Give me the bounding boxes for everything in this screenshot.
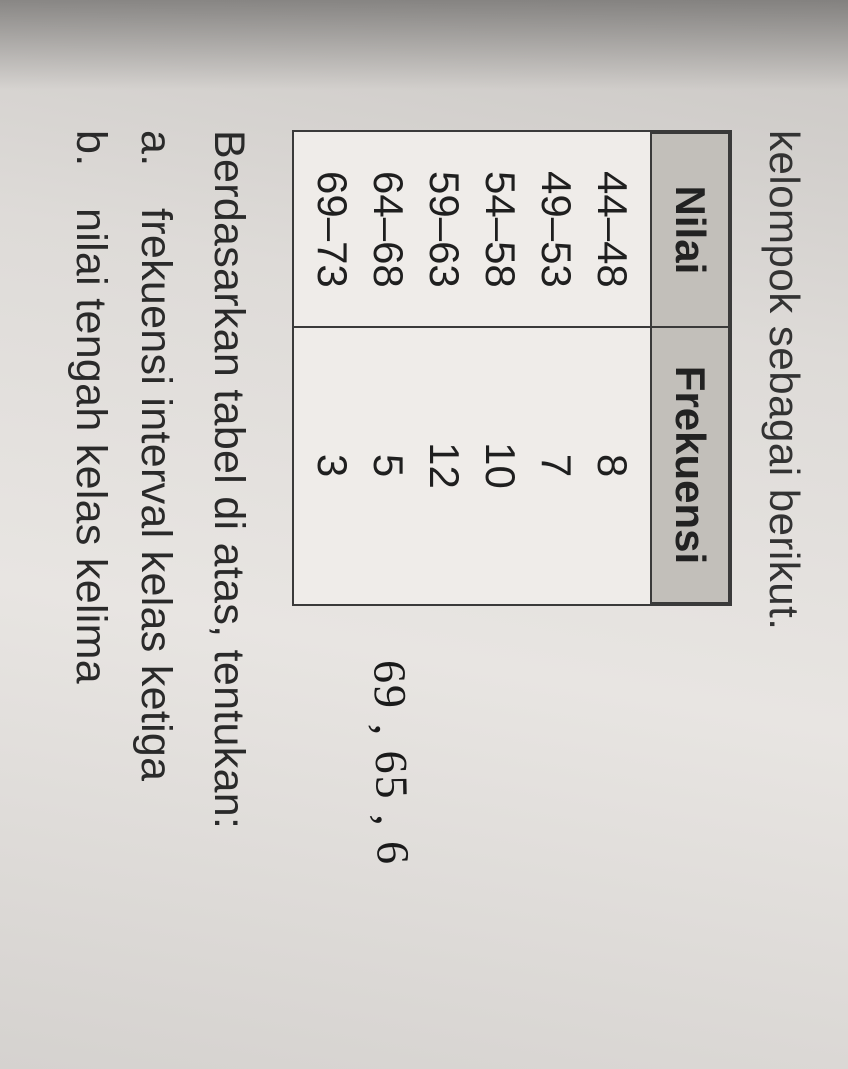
col-header-nilai: Nilai xyxy=(651,133,729,327)
table-row: 64–68 5 xyxy=(360,133,416,603)
cell-nilai: 49–53 xyxy=(528,133,584,327)
table-row: 44–48 8 xyxy=(584,133,651,603)
list-item: b. nilai tengah kelas kelima xyxy=(66,130,115,1009)
col-header-frekuensi: Frekuensi xyxy=(651,327,729,603)
item-text: frekuensi interval kelas ketiga xyxy=(131,208,180,781)
cell-frekuensi: 5 xyxy=(360,327,416,603)
cell-nilai: 54–58 xyxy=(472,133,528,327)
item-marker: a. xyxy=(131,130,180,208)
table-header-row: Nilai Frekuensi xyxy=(651,133,729,603)
table-row: 69–73 3 xyxy=(294,133,360,603)
page-shadow xyxy=(0,0,848,90)
cell-frekuensi: 7 xyxy=(528,327,584,603)
cell-nilai: 59–63 xyxy=(416,133,472,327)
cell-frekuensi: 3 xyxy=(294,327,360,603)
cell-nilai: 69–73 xyxy=(294,133,360,327)
page-content: kelompok sebagai berikut. Nilai Frekuens… xyxy=(0,0,848,1069)
cell-nilai: 64–68 xyxy=(360,133,416,327)
question-text: Berdasarkan tabel di atas, tentukan: xyxy=(204,130,253,1009)
list-item: a. frekuensi interval kelas ketiga xyxy=(131,130,180,1009)
intro-text: kelompok sebagai berikut. xyxy=(760,130,808,1009)
cell-frekuensi: 10 xyxy=(472,327,528,603)
table-row: 59–63 12 xyxy=(416,133,472,603)
cell-nilai: 44–48 xyxy=(584,133,651,327)
table-row: 49–53 7 xyxy=(528,133,584,603)
handwritten-annotation: 69 , 65 , 6 xyxy=(363,660,420,867)
cell-frekuensi: 8 xyxy=(584,327,651,603)
cell-frekuensi: 12 xyxy=(416,327,472,603)
item-text: nilai tengah kelas kelima xyxy=(66,208,115,684)
data-table-wrap: Nilai Frekuensi 44–48 8 49–53 7 54–58 10 xyxy=(292,130,732,606)
item-marker: b. xyxy=(66,130,115,208)
data-table: Nilai Frekuensi 44–48 8 49–53 7 54–58 10 xyxy=(294,132,730,604)
table-row: 54–58 10 xyxy=(472,133,528,603)
